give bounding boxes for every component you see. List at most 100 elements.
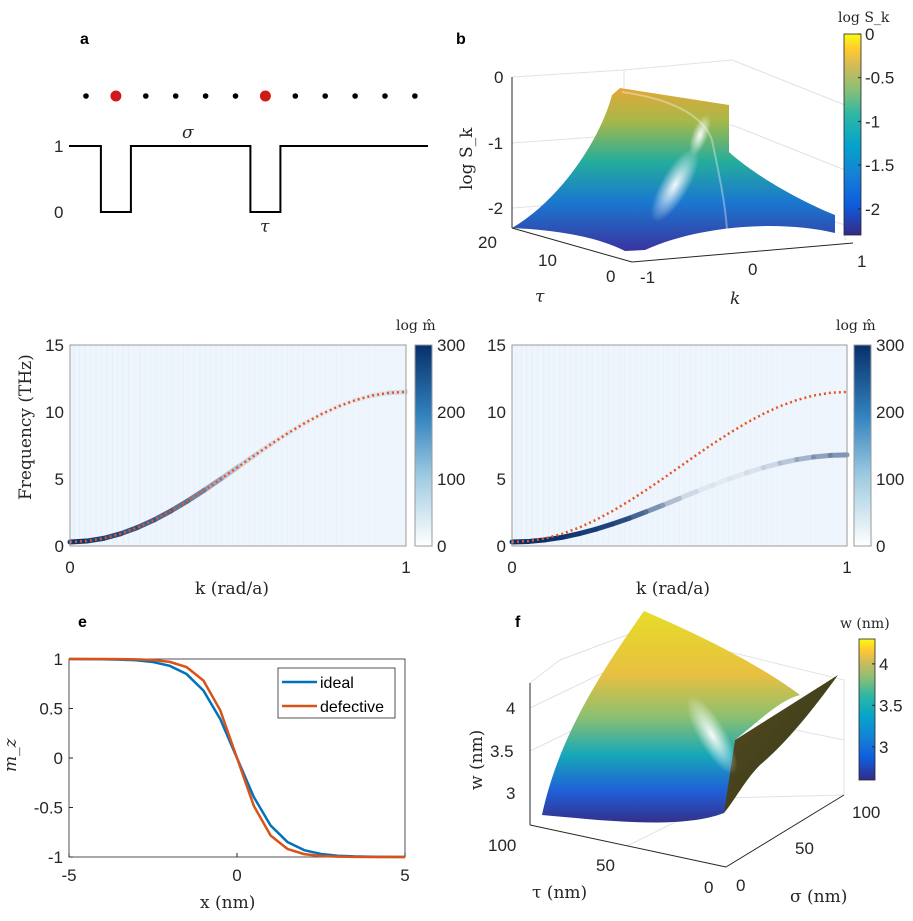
f-surface xyxy=(542,611,800,823)
colorbar-tick-label: -1 xyxy=(865,112,880,131)
d-spectral-band-segment xyxy=(794,454,816,463)
c-heatmap-background xyxy=(70,345,406,546)
d-spectral-band-segment xyxy=(727,470,749,482)
c-colorbar xyxy=(414,344,433,547)
f-specular-highlight xyxy=(686,695,738,775)
f-tau-tick: 50 xyxy=(596,856,615,875)
e-legend-box xyxy=(277,667,396,719)
d-spectral-band-segment xyxy=(610,515,632,527)
c-spectral-band-segment xyxy=(369,390,392,399)
f-surface-flap xyxy=(724,675,838,813)
atom-dot xyxy=(352,93,358,99)
b-specular-highlight-2 xyxy=(689,114,711,156)
f-axes xyxy=(529,683,845,868)
atom-dot xyxy=(202,93,209,99)
d-spectral-band-segment xyxy=(593,521,615,532)
d-spectral-band-segment xyxy=(509,538,532,545)
colorbar-tick-label: 0 xyxy=(865,25,874,44)
d-colorbar-tick-label: 200 xyxy=(876,403,904,422)
f-zlabel: w (nm) xyxy=(467,730,487,790)
c-spectral-band-segment xyxy=(336,397,359,409)
d-colorbar-tick-label: 0 xyxy=(876,537,885,556)
d-xtick-label: 0 xyxy=(507,558,516,577)
c-ytick-label: 0 xyxy=(55,537,64,556)
c-xtick-label: 1 xyxy=(401,558,410,577)
b-specular-highlight xyxy=(650,147,700,223)
c-ytick-label: 10 xyxy=(45,403,64,422)
b-zlabel: log S_k xyxy=(457,127,477,190)
d-spectral-band-segment xyxy=(576,526,599,537)
a-ytick-0: 0 xyxy=(54,203,63,222)
b-tau-tick: 0 xyxy=(606,267,615,286)
d-spectral-band-segment xyxy=(811,452,833,460)
atom-dot xyxy=(382,93,388,99)
atom-dot xyxy=(232,93,239,99)
step-profile-line xyxy=(69,145,428,213)
d-spectral-band-segment xyxy=(693,482,716,495)
d-spectral-band-segment xyxy=(827,452,850,458)
b-k-label: k xyxy=(730,289,740,309)
panel-a-schematic: 1 0 σ τ xyxy=(54,90,428,237)
f-colorbar xyxy=(858,638,876,781)
f-ztick: 4 xyxy=(506,699,515,718)
d-spectral-band-segment xyxy=(643,502,666,515)
e-legend[interactable]: ideal defective xyxy=(277,667,396,719)
legend-defective-label: defective xyxy=(320,699,384,716)
c-colorbar-tick-label: 200 xyxy=(437,403,465,422)
d-xtick-label: 1 xyxy=(842,558,851,577)
c-colorbar-tick-label: 300 xyxy=(437,336,465,355)
colorbar-tick-label: -2 xyxy=(865,200,880,219)
atom-dot xyxy=(412,93,418,99)
c-spectral-band-segment xyxy=(67,538,90,545)
d-colorbar-tick-label: 100 xyxy=(876,470,904,489)
e-ytick-label: -0.5 xyxy=(34,799,63,818)
d-colorbar xyxy=(853,344,872,547)
d-ytick-label: 10 xyxy=(487,403,506,422)
atom-dot xyxy=(83,93,89,99)
c-analytic-dispersion-curve xyxy=(69,390,407,544)
c-colorbar-tick-label: 0 xyxy=(437,537,446,556)
tau-annotation: τ xyxy=(260,217,270,237)
c-ytick-label: 15 xyxy=(45,336,64,355)
e-xtick-label: 0 xyxy=(232,866,241,885)
d-colorbar-tick-label: 300 xyxy=(876,336,904,355)
e-ytick-label: -1 xyxy=(48,848,63,867)
e-ylabel: m_z xyxy=(1,737,21,772)
b-k-tick: -1 xyxy=(640,268,655,287)
c-xlabel: k (rad/a) xyxy=(195,579,269,599)
panel-label-a: a xyxy=(80,31,89,48)
colorbar-tick-label: 4 xyxy=(879,655,888,674)
atom-dot xyxy=(172,93,179,99)
d-spectral-band-segment xyxy=(677,489,699,501)
d-spectral-band-segment xyxy=(760,460,783,471)
e-ytick-label: 0 xyxy=(54,749,63,768)
panel-b-surface-plot: 0 -1 -2 20 10 0 -1 0 1 τ k log S_k log S… xyxy=(457,10,894,309)
c-spectral-band-segment xyxy=(134,517,157,531)
defect-atom-dot xyxy=(259,90,271,102)
atom-dot xyxy=(322,93,329,99)
b-ridge-highlight xyxy=(621,91,728,231)
d-ytick-label: 15 xyxy=(487,336,506,355)
c-xtick-label: 0 xyxy=(65,558,74,577)
colorbar-tick-label: -1.5 xyxy=(865,156,894,175)
b-axes xyxy=(511,77,854,263)
d-spectral-band-segment xyxy=(559,531,582,540)
d-colorbar-title: log m̂ xyxy=(836,318,876,334)
b-tau-tick: 20 xyxy=(478,233,497,252)
e-ytick-label: 0.5 xyxy=(39,700,63,719)
d-xlabel: k (rad/a) xyxy=(636,579,710,599)
d-spectral-band-segment xyxy=(660,495,682,508)
colorbar-tick-label: -0.5 xyxy=(865,69,894,88)
f-sigma-tick: 100 xyxy=(852,803,880,822)
e-xtick-label: -5 xyxy=(61,866,76,885)
b-tau-label: τ xyxy=(535,287,545,307)
c-axes-box xyxy=(69,344,407,547)
b-ztick: -2 xyxy=(488,199,503,218)
b-colorbar xyxy=(843,33,862,236)
c-colorbar-title: log m̂ xyxy=(396,318,436,334)
e-xtick-label: 5 xyxy=(400,866,409,885)
